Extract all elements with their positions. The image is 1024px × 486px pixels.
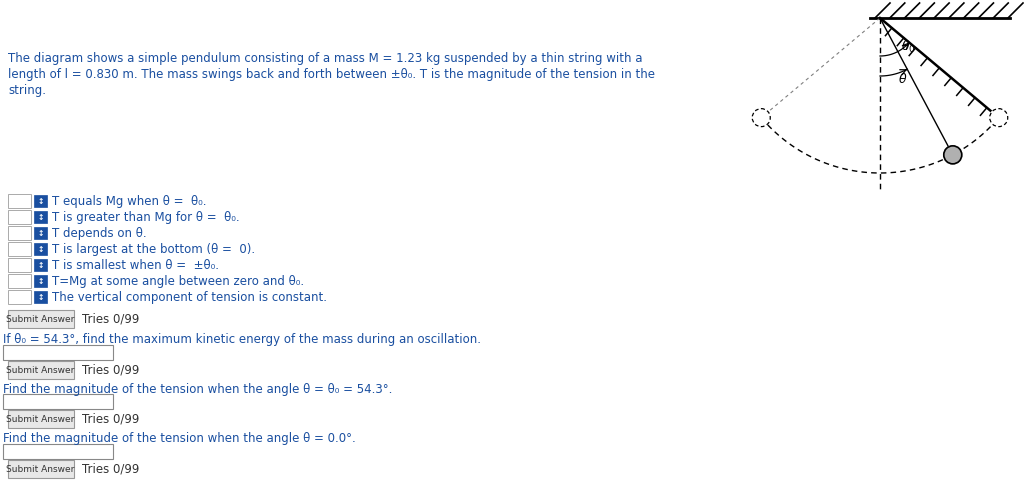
Text: $\theta$: $\theta$ (898, 72, 908, 86)
Text: ↕: ↕ (37, 293, 44, 301)
FancyBboxPatch shape (7, 410, 74, 428)
Text: Find the magnitude of the tension when the angle θ = 0.0°.: Find the magnitude of the tension when t… (3, 432, 355, 445)
FancyBboxPatch shape (3, 345, 114, 360)
Text: Tries 0/99: Tries 0/99 (82, 413, 139, 426)
FancyBboxPatch shape (7, 209, 31, 224)
FancyBboxPatch shape (7, 290, 31, 303)
FancyBboxPatch shape (3, 394, 114, 409)
FancyBboxPatch shape (7, 258, 31, 272)
Text: ↕: ↕ (37, 244, 44, 254)
Text: Submit Answer: Submit Answer (6, 314, 74, 324)
Text: T is smallest when θ =  ±θ₀.: T is smallest when θ = ±θ₀. (52, 259, 219, 272)
Circle shape (944, 146, 962, 164)
FancyBboxPatch shape (7, 193, 31, 208)
Text: Find the magnitude of the tension when the angle θ = θ₀ = 54.3°.: Find the magnitude of the tension when t… (3, 383, 392, 396)
Circle shape (990, 109, 1008, 127)
Text: T=Mg at some angle between zero and θ₀.: T=Mg at some angle between zero and θ₀. (52, 275, 304, 288)
Text: Submit Answer: Submit Answer (6, 365, 74, 375)
Text: Tries 0/99: Tries 0/99 (82, 312, 139, 326)
Text: T depends on θ.: T depends on θ. (52, 226, 146, 240)
Text: T equals Mg when θ =  θ₀.: T equals Mg when θ = θ₀. (52, 194, 207, 208)
FancyBboxPatch shape (7, 310, 74, 328)
Text: ↕: ↕ (37, 277, 44, 285)
FancyBboxPatch shape (34, 243, 47, 255)
Text: $\theta_0$: $\theta_0$ (900, 39, 915, 55)
Text: T is greater than Mg for θ =  θ₀.: T is greater than Mg for θ = θ₀. (52, 210, 240, 224)
Text: Submit Answer: Submit Answer (6, 465, 74, 473)
FancyBboxPatch shape (34, 275, 47, 287)
FancyBboxPatch shape (34, 211, 47, 223)
Text: The vertical component of tension is constant.: The vertical component of tension is con… (52, 291, 327, 303)
FancyBboxPatch shape (7, 361, 74, 379)
Text: string.: string. (8, 84, 46, 97)
FancyBboxPatch shape (34, 291, 47, 303)
Text: ↕: ↕ (37, 212, 44, 222)
FancyBboxPatch shape (34, 226, 47, 239)
Text: Tries 0/99: Tries 0/99 (82, 364, 139, 377)
Text: ↕: ↕ (37, 228, 44, 238)
FancyBboxPatch shape (7, 242, 31, 256)
Text: ↕: ↕ (37, 260, 44, 270)
Text: ↕: ↕ (37, 196, 44, 206)
Text: If θ₀ = 54.3°, find the maximum kinetic energy of the mass during an oscillation: If θ₀ = 54.3°, find the maximum kinetic … (3, 333, 481, 346)
FancyBboxPatch shape (7, 459, 74, 478)
Text: The diagram shows a simple pendulum consisting of a mass M = 1.23 kg suspended b: The diagram shows a simple pendulum cons… (8, 52, 642, 65)
FancyBboxPatch shape (34, 195, 47, 208)
Text: Tries 0/99: Tries 0/99 (82, 463, 139, 475)
Circle shape (753, 109, 770, 127)
Text: Submit Answer: Submit Answer (6, 415, 74, 423)
Text: length of l = 0.830 m. The mass swings back and forth between ±θ₀. T is the magn: length of l = 0.830 m. The mass swings b… (8, 68, 655, 81)
FancyBboxPatch shape (7, 274, 31, 288)
Text: T is largest at the bottom (θ =  0).: T is largest at the bottom (θ = 0). (52, 243, 255, 256)
FancyBboxPatch shape (7, 226, 31, 240)
FancyBboxPatch shape (3, 444, 114, 459)
FancyBboxPatch shape (34, 259, 47, 271)
